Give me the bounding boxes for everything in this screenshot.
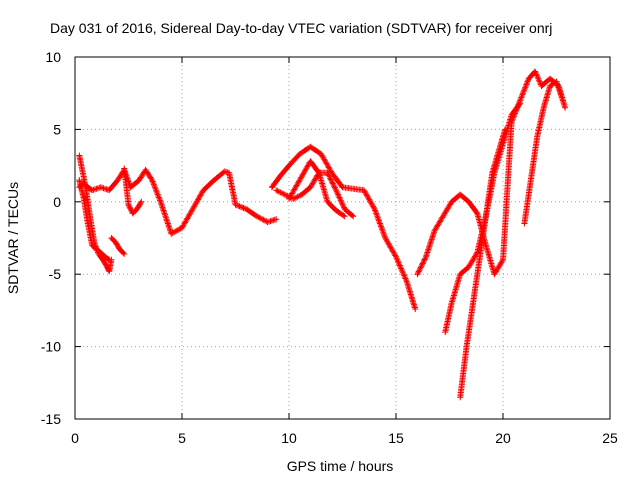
x-tick-label: 20 <box>495 430 511 446</box>
data-point-markers <box>76 177 113 263</box>
series-arc-11 <box>457 126 509 401</box>
x-tick-label: 5 <box>178 430 186 446</box>
x-tick-label: 15 <box>388 430 404 446</box>
data-point-markers <box>273 169 357 220</box>
axis-ticks: 0 5 10 15 20 25 -15 -10 -5 0 5 10 <box>41 49 618 446</box>
y-axis-title: SDTVAR / TECUs <box>5 182 21 294</box>
chart-title: Day 031 of 2016, Sidereal Day-to-day VTE… <box>50 20 552 36</box>
series-arc-7 <box>273 169 357 220</box>
data-point-markers <box>76 166 280 237</box>
series-arc-3 <box>108 235 128 257</box>
y-tick-label: 10 <box>45 49 61 65</box>
data-point-markers <box>108 235 128 257</box>
data-point-markers <box>76 152 115 275</box>
y-tick-label: -10 <box>41 339 61 355</box>
series-arc-2 <box>76 152 115 275</box>
data-point-markers <box>521 78 566 227</box>
series-arc-4 <box>76 177 113 263</box>
data-point-markers <box>121 165 145 217</box>
x-tick-label: 10 <box>281 430 297 446</box>
y-tick-label: -5 <box>49 266 62 282</box>
x-tick-label: 25 <box>602 430 618 446</box>
x-tick-label: 0 <box>71 430 79 446</box>
grid-lines <box>75 57 610 419</box>
data-point-markers <box>457 126 509 401</box>
x-axis-title: GPS time / hours <box>287 458 394 474</box>
series-arc-12 <box>521 78 566 227</box>
y-tick-label: -15 <box>41 411 61 427</box>
data-point-markers <box>268 143 419 312</box>
series-arc-5 <box>121 165 145 217</box>
data-points <box>76 68 569 401</box>
y-tick-label: 0 <box>53 194 61 210</box>
series-arc-1 <box>76 166 280 237</box>
series-arc-8 <box>286 158 348 220</box>
plot-frame <box>74 56 611 420</box>
data-point-markers <box>286 158 348 220</box>
series-arc-6 <box>268 143 419 312</box>
y-tick-label: 5 <box>53 121 61 137</box>
